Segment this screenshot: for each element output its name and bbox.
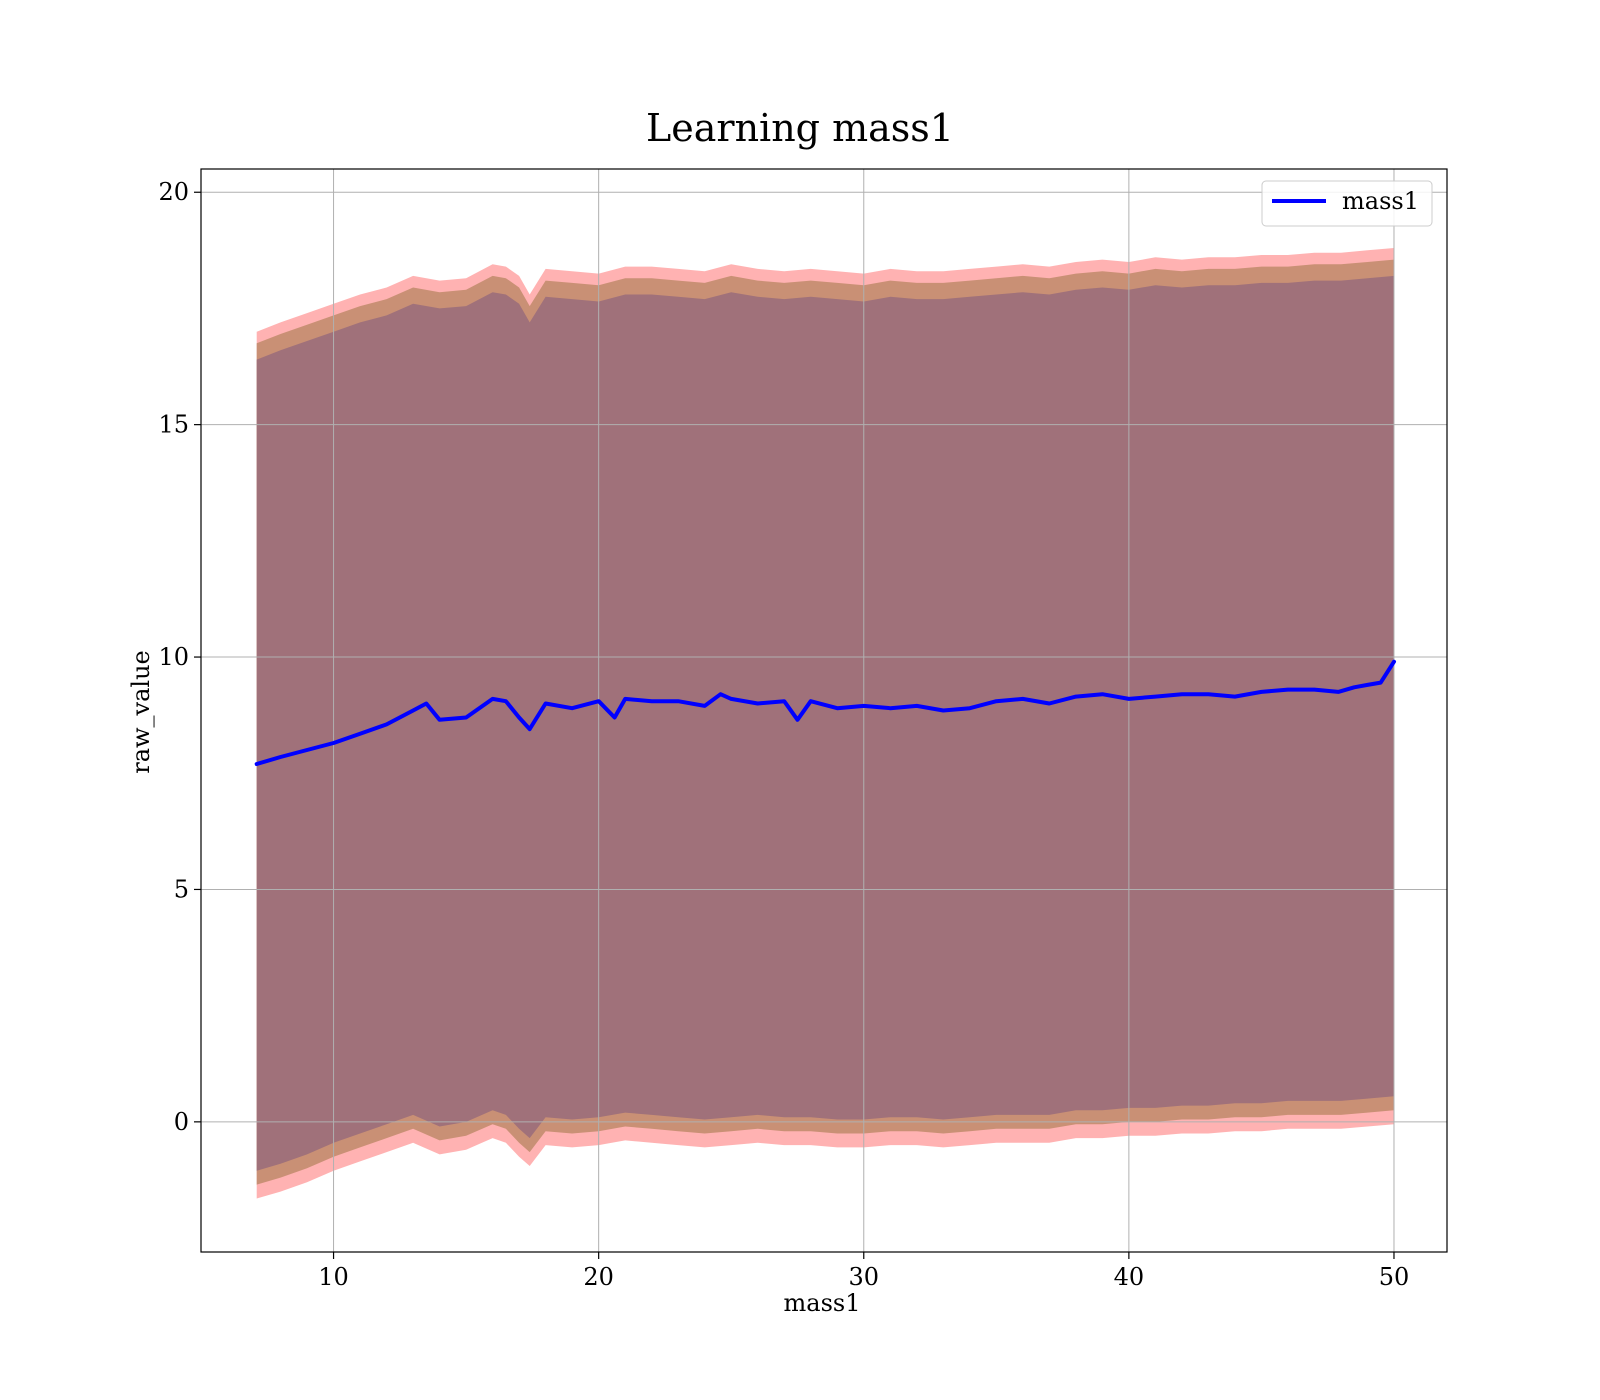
plot-frame	[200, 168, 1448, 1253]
y-tick-label: 5	[174, 875, 189, 903]
x-axis-label: mass1	[784, 1289, 861, 1317]
x-tick-label: 40	[1114, 1263, 1145, 1291]
series-lines	[254, 659, 1396, 766]
y-tick-label: 15	[158, 411, 189, 439]
x-tick-label: 20	[583, 1263, 614, 1291]
chart-title: Learning mass1	[646, 106, 954, 150]
plot-area	[200, 168, 1448, 1253]
x-tick-label: 30	[848, 1263, 879, 1291]
grid-lines	[201, 169, 1447, 1252]
x-tick-label: 10	[318, 1263, 349, 1291]
band-inner	[256, 275, 1395, 1171]
y-axis-ticks: 0 5 10 15 20	[158, 178, 201, 1136]
x-axis-ticks: 10 20 30 40 50	[318, 1252, 1409, 1291]
x-tick-label: 50	[1379, 1263, 1410, 1291]
y-tick-label: 0	[174, 1108, 189, 1136]
y-axis-label: raw_value	[127, 650, 155, 774]
y-tick-label: 10	[158, 643, 189, 671]
legend: mass1	[1261, 180, 1433, 227]
confidence-bands	[256, 248, 1395, 1199]
y-tick-label: 20	[158, 178, 189, 206]
series-line-mass1	[254, 659, 1396, 766]
legend-label-mass1: mass1	[1342, 187, 1419, 215]
legend-box	[1261, 180, 1433, 227]
